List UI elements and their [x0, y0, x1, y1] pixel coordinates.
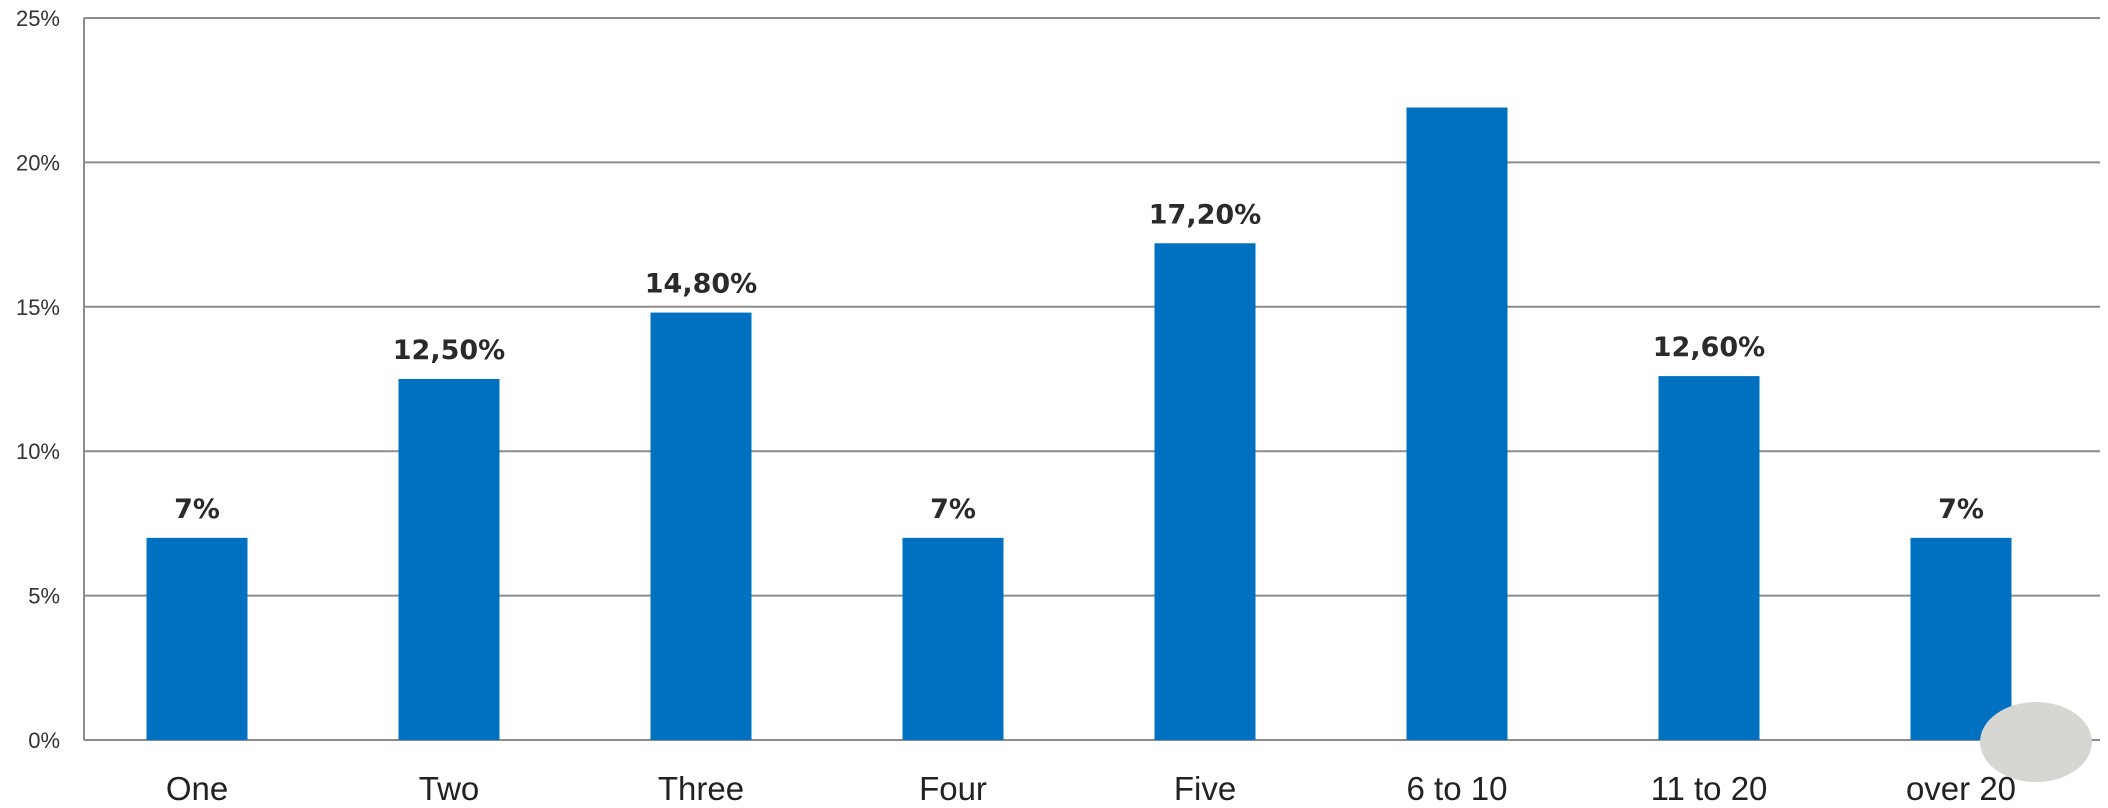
x-tick-label: 6 to 10 — [1407, 770, 1508, 807]
x-tick-label: Two — [419, 770, 480, 807]
bar — [1406, 107, 1508, 740]
y-axis: 0% 5% 10% 15% 20% 25% — [16, 6, 85, 753]
bars — [146, 107, 2012, 740]
y-tick-label: 10% — [16, 439, 60, 464]
data-label: 7% — [174, 494, 220, 525]
y-tick-label: 5% — [28, 584, 60, 609]
data-label: 12,60% — [1653, 332, 1765, 363]
bar — [902, 537, 1004, 740]
y-tick-label: 0% — [28, 728, 60, 753]
bar — [1658, 376, 1760, 740]
bar — [1154, 243, 1256, 740]
corner-decoration — [1980, 702, 2092, 782]
bar — [398, 379, 500, 740]
x-tick-label: 11 to 20 — [1651, 770, 1768, 807]
x-tick-label: Three — [658, 770, 744, 807]
bar — [1910, 537, 2012, 740]
data-label: 14,80% — [645, 269, 757, 300]
x-tick-label: Four — [919, 770, 987, 807]
data-label: 17,20% — [1149, 199, 1261, 230]
bar — [146, 537, 248, 740]
data-labels: 7% 12,50% 14,80% 7% 17,20% 12,60% 7% — [174, 199, 1984, 525]
x-tick-label: Five — [1174, 770, 1236, 807]
bar — [650, 312, 752, 740]
x-tick-label: over 20 — [1906, 770, 2016, 807]
y-tick-label: 15% — [16, 295, 60, 320]
y-tick-label: 25% — [16, 6, 60, 31]
gridlines — [84, 17, 2100, 741]
y-tick-label: 20% — [16, 150, 60, 175]
data-label: 7% — [1938, 494, 1984, 525]
x-axis: One Two Three Four Five 6 to 10 11 to 20 over 2… — [166, 770, 2016, 807]
data-label: 7% — [930, 494, 976, 525]
x-tick-label: One — [166, 770, 228, 807]
data-label: 12,50% — [393, 335, 505, 366]
